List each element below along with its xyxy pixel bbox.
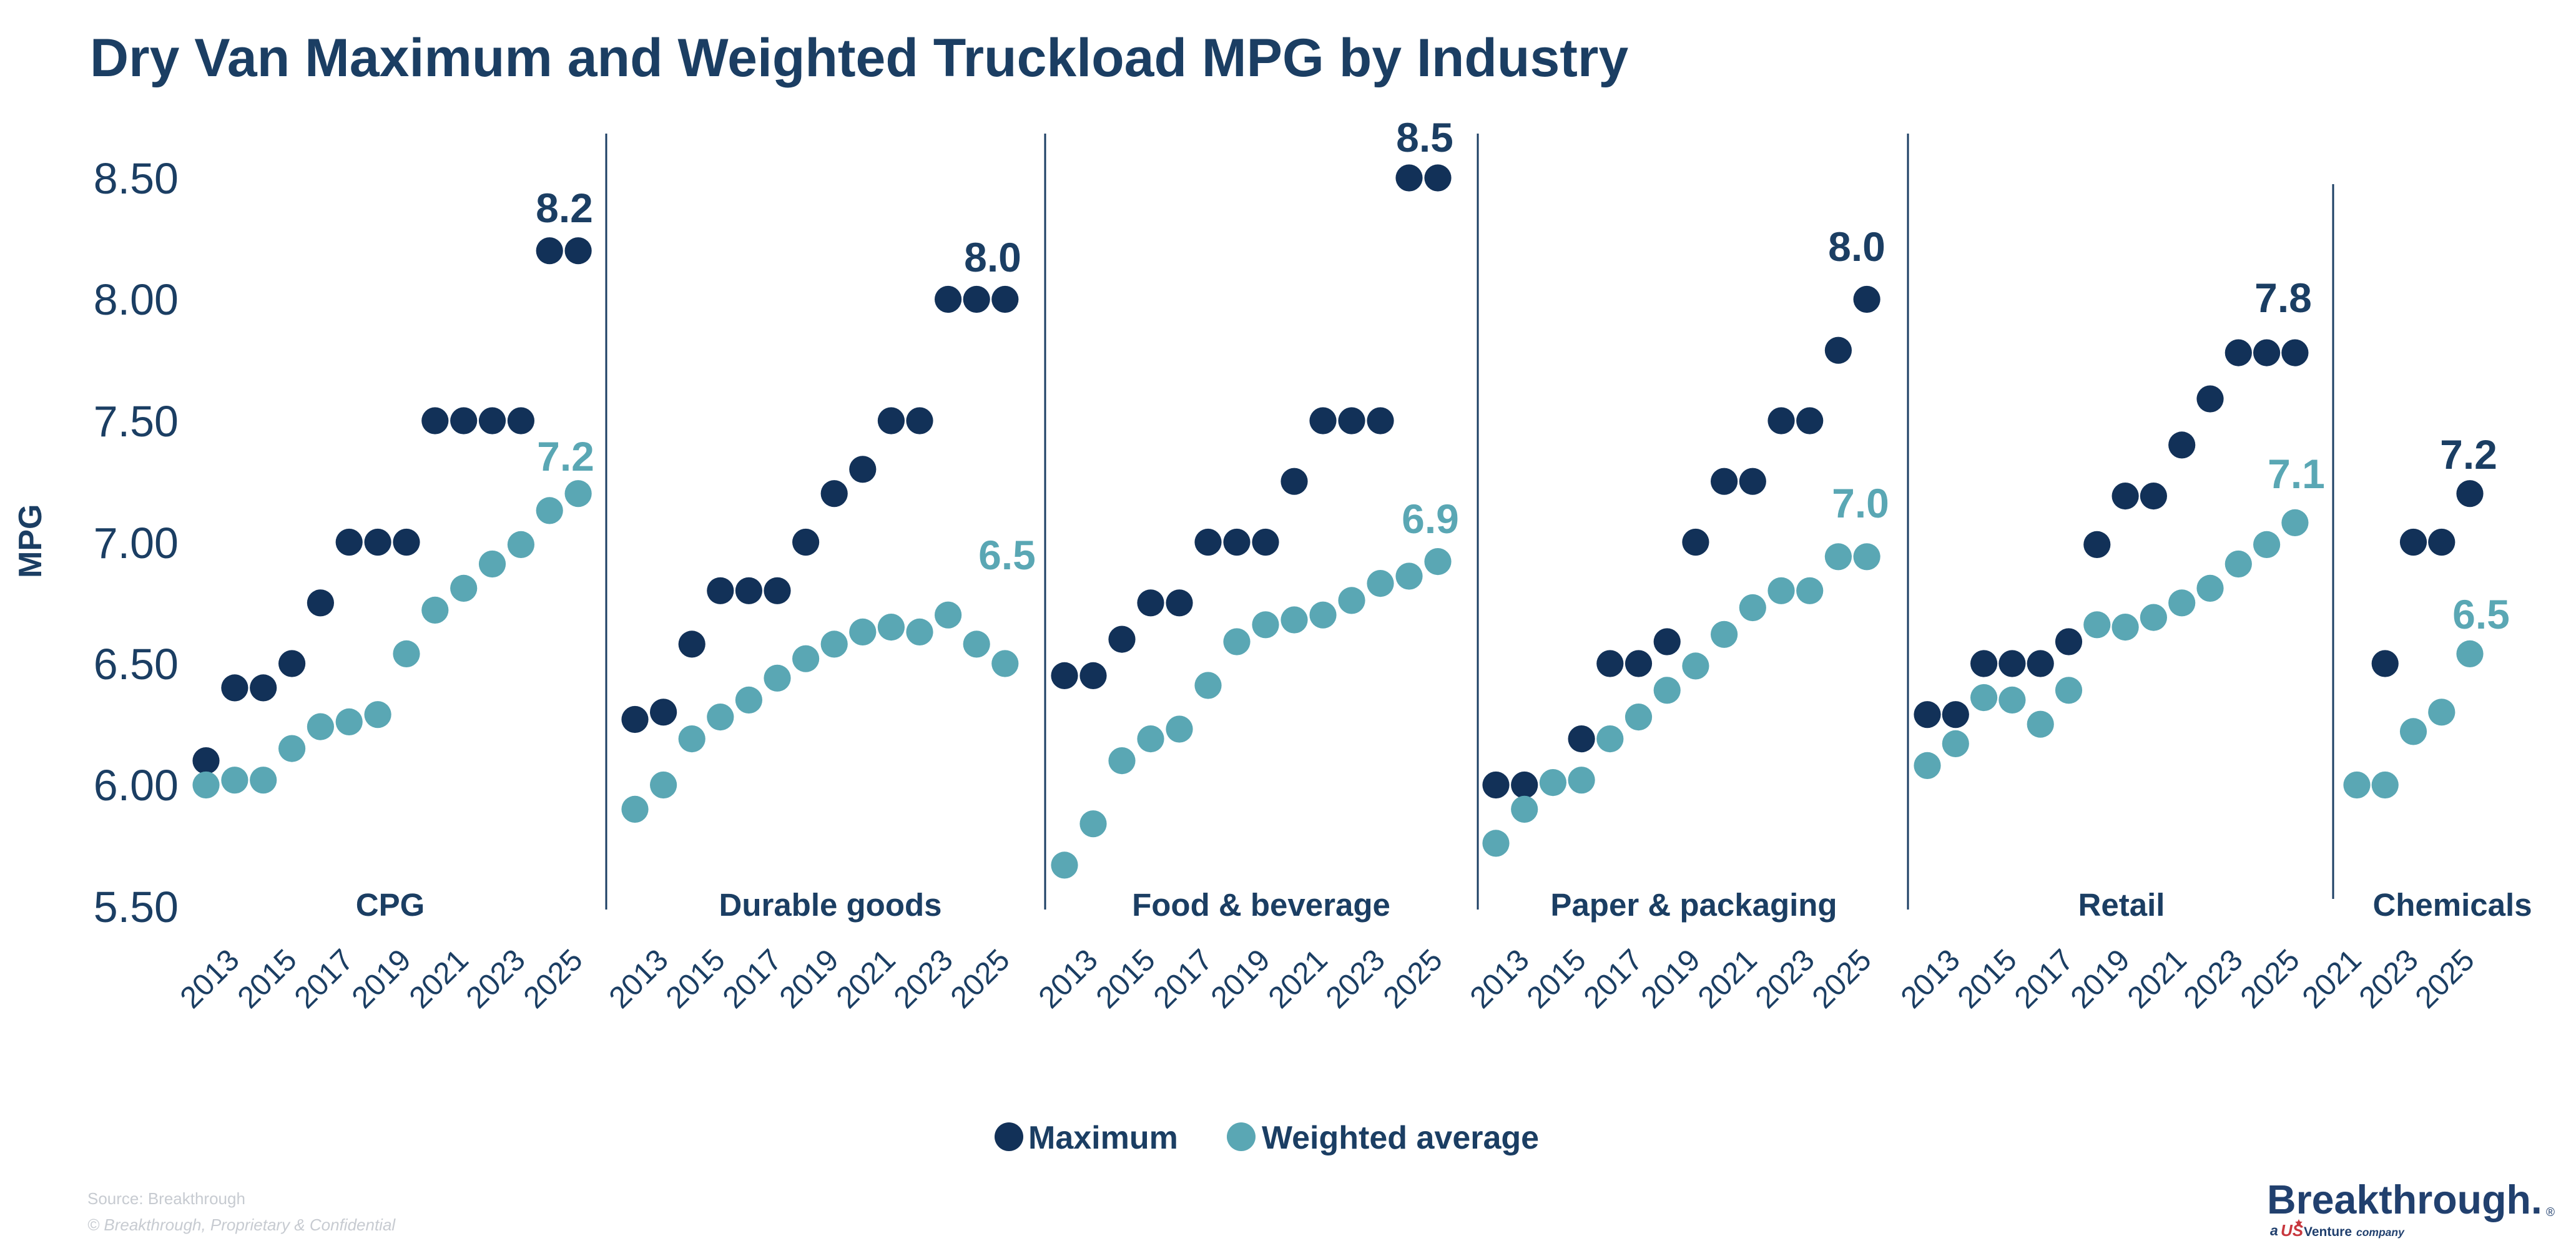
svg-text:Food & beverage: Food & beverage <box>1132 887 1390 923</box>
svg-text:6.9: 6.9 <box>1402 496 1459 542</box>
svg-text:Chemicals: Chemicals <box>2372 887 2532 923</box>
svg-text:Weighted average: Weighted average <box>1262 1120 1539 1156</box>
svg-text:CPG: CPG <box>356 887 425 923</box>
svg-text:Paper & packaging: Paper & packaging <box>1550 887 1837 923</box>
svg-text:© Breakthrough, Proprietary &: © Breakthrough, Proprietary & Confidenti… <box>87 1215 396 1234</box>
svg-text:7.8: 7.8 <box>2254 275 2312 321</box>
svg-text:8.5: 8.5 <box>1396 114 1453 160</box>
svg-text:5.50: 5.50 <box>94 883 179 931</box>
svg-text:Source: Breakthrough: Source: Breakthrough <box>87 1189 245 1208</box>
svg-text:7.00: 7.00 <box>94 519 179 567</box>
svg-text:7.0: 7.0 <box>1832 480 1889 526</box>
svg-text:company: company <box>2356 1226 2405 1239</box>
svg-text:a: a <box>2270 1222 2278 1239</box>
svg-text:Retail: Retail <box>2078 887 2165 923</box>
svg-text:MPG: MPG <box>12 504 49 578</box>
svg-text:Breakthrough.: Breakthrough. <box>2267 1177 2542 1222</box>
svg-text:®: ® <box>2546 1206 2555 1219</box>
svg-text:8.0: 8.0 <box>964 234 1021 280</box>
svg-text:8.00: 8.00 <box>94 275 179 324</box>
svg-text:Maximum: Maximum <box>1028 1120 1178 1156</box>
svg-text:7.2: 7.2 <box>537 433 594 479</box>
svg-text:Dry Van Maximum and Weighted T: Dry Van Maximum and Weighted Truckload M… <box>90 28 1628 88</box>
svg-text:7.50: 7.50 <box>94 397 179 446</box>
svg-text:6.5: 6.5 <box>978 532 1036 578</box>
svg-text:6.5: 6.5 <box>2452 591 2510 637</box>
svg-text:7.2: 7.2 <box>2440 431 2497 478</box>
svg-text:8.2: 8.2 <box>536 185 593 231</box>
svg-text:6.00: 6.00 <box>94 761 179 810</box>
svg-text:Venture: Venture <box>2304 1225 2352 1239</box>
svg-text:Durable goods: Durable goods <box>719 887 941 923</box>
svg-text:6.50: 6.50 <box>94 640 179 689</box>
svg-text:7.1: 7.1 <box>2268 451 2325 497</box>
svg-text:8.0: 8.0 <box>1828 223 1885 270</box>
svg-text:8.50: 8.50 <box>94 154 179 203</box>
